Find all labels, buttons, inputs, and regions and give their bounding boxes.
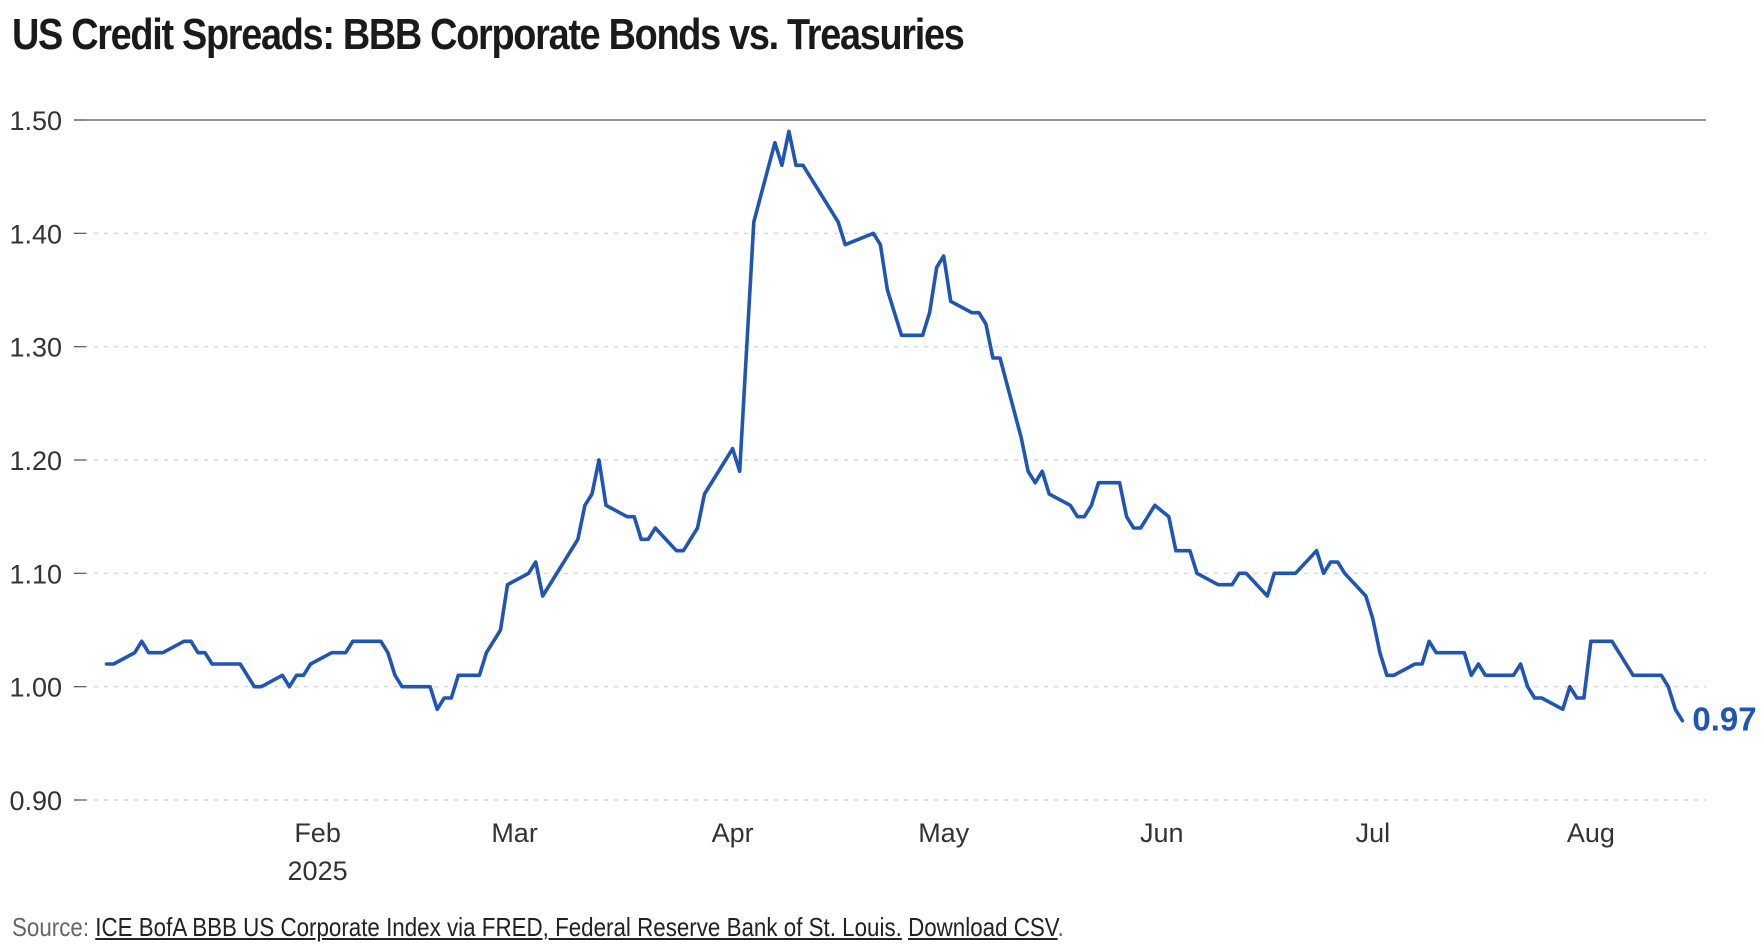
y-tick-label: 1.20 bbox=[9, 446, 62, 476]
x-tick-label: Apr bbox=[712, 818, 754, 848]
y-tick-label: 1.10 bbox=[9, 559, 62, 589]
source-prefix: Source: bbox=[12, 912, 96, 942]
x-tick-label: Jun bbox=[1140, 818, 1184, 848]
y-tick-label: 0.90 bbox=[9, 786, 62, 816]
chart-title: US Credit Spreads: BBB Corporate Bonds v… bbox=[12, 10, 965, 59]
y-tick-label: 1.00 bbox=[9, 673, 62, 703]
y-tick-label: 1.40 bbox=[9, 219, 62, 249]
source-suffix: . bbox=[1057, 912, 1064, 942]
download-csv-link[interactable]: Download CSV bbox=[908, 912, 1058, 942]
x-tick-label: Feb bbox=[294, 818, 341, 848]
source-note: Source: ICE BofA BBB US Corporate Index … bbox=[12, 912, 1064, 943]
y-tick-label: 1.30 bbox=[9, 333, 62, 363]
gridlines bbox=[74, 119, 1706, 801]
x-axis-ticks: Feb 2025 Mar Apr May Jun Jul Aug bbox=[288, 818, 1615, 886]
x-tick-label: Aug bbox=[1567, 818, 1615, 848]
source-data-link[interactable]: ICE BofA BBB US Corporate Index via FRED… bbox=[95, 912, 902, 942]
x-tick-label: Jul bbox=[1356, 818, 1391, 848]
x-tick-label: Mar bbox=[491, 818, 538, 848]
series-line bbox=[104, 129, 1685, 723]
line-chart: 0.90 1.00 1.10 1.20 1.30 1.40 1.50 Feb 2025 Mar A… bbox=[9, 106, 1756, 886]
x-tick-year-label: 2025 bbox=[288, 856, 348, 886]
y-tick-label: 1.50 bbox=[9, 106, 62, 136]
last-value-label: 0.97 bbox=[1692, 701, 1756, 738]
y-axis-ticks: 0.90 1.00 1.10 1.20 1.30 1.40 1.50 bbox=[9, 106, 86, 816]
x-tick-label: May bbox=[918, 818, 970, 848]
